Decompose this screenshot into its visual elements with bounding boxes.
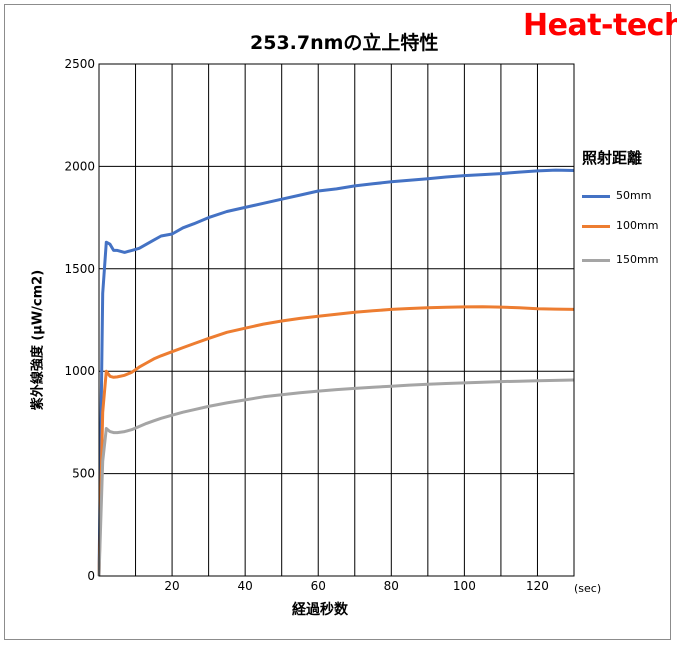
x-tick-label: 40 — [238, 579, 253, 593]
grid — [99, 63, 574, 577]
x-tick-label: 100 — [453, 579, 476, 593]
y-tick-label: 1500 — [64, 262, 95, 276]
series-line-50mm — [97, 168, 575, 577]
chart-frame — [4, 4, 671, 640]
legend-label-100mm: 100mm — [616, 219, 659, 232]
series-line-100mm — [97, 305, 575, 577]
legend-swatch-150mm — [582, 259, 610, 262]
tick-labels: 0 500 1000 1500 2000 2500 20 40 60 80 100 120 — [64, 57, 548, 593]
y-tick-label: 1000 — [64, 364, 95, 378]
x-tick-label: 120 — [526, 579, 549, 593]
y-tick-label: 2000 — [64, 159, 95, 173]
x-tick-label: 60 — [311, 579, 326, 593]
plot-border — [98, 63, 575, 577]
legend-swatch-100mm — [582, 225, 610, 228]
x-tick-label: 20 — [164, 579, 179, 593]
legend-swatch-50mm — [582, 195, 610, 198]
series-line-150mm — [97, 378, 575, 577]
x-tick-label: 80 — [384, 579, 399, 593]
x-axis-unit: (sec) — [574, 582, 602, 595]
y-tick-label: 500 — [72, 467, 95, 481]
y-tick-label: 2500 — [64, 57, 95, 71]
x-axis-label: 経過秒数 — [292, 602, 348, 618]
legend-label-50mm: 50mm — [616, 189, 652, 202]
brand-logo: Heat-tech — [523, 8, 677, 43]
legend-label-150mm: 150mm — [616, 253, 659, 266]
series-layer — [97, 168, 575, 577]
chart-title: 253.7nmの立上特性 — [250, 32, 439, 54]
legend-title: 照射距離 — [582, 149, 643, 167]
y-axis-label: 紫外線強度 (μW/cm2) — [30, 269, 46, 411]
y-tick-label: 0 — [87, 569, 95, 583]
